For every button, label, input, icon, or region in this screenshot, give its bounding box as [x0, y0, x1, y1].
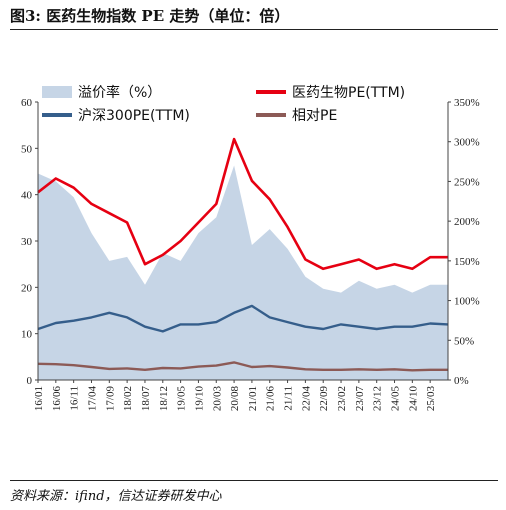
- y-left-tick-label: 0: [27, 375, 33, 387]
- legend-pharma-pe: 医药生物PE(TTM): [256, 82, 405, 102]
- legend-hs300-pe-swatch: [42, 113, 72, 117]
- x-tick-label: 21/01: [247, 386, 259, 411]
- legend-premium-swatch: [42, 86, 72, 98]
- figure-title: 图3: 医药生物指数 PE 走势（单位：倍）: [10, 2, 498, 30]
- x-tick-label: 17/09: [104, 386, 116, 412]
- legend-premium: 溢价率（%）: [42, 82, 161, 102]
- premium-area: [38, 165, 448, 380]
- x-tick-label: 21/06: [265, 386, 277, 412]
- x-tick-label: 23/12: [372, 386, 384, 411]
- x-tick-label: 25/03: [425, 386, 437, 412]
- y-right-tick-label: 0%: [454, 375, 469, 387]
- y-left-tick-label: 20: [21, 282, 33, 294]
- x-tick-label: 20/08: [229, 386, 241, 412]
- y-left-tick-label: 10: [21, 329, 33, 341]
- y-right-tick-label: 300%: [454, 137, 480, 149]
- legend-relative-pe-swatch: [256, 113, 286, 117]
- legend-relative-pe-label: 相对PE: [292, 108, 338, 124]
- x-tick-label: 16/01: [33, 386, 45, 411]
- y-right-tick-label: 200%: [454, 216, 480, 228]
- x-tick-label: 18/07: [140, 386, 152, 412]
- x-tick-label: 23/02: [336, 386, 348, 411]
- series-line-1: [37, 304, 449, 333]
- source-note: 资料来源：ifind，信达证券研发中心: [10, 480, 498, 504]
- y-left-tick-label: 50: [21, 143, 33, 155]
- legend-pharma-pe-swatch: [256, 90, 286, 94]
- legend-pharma-pe-label: 医药生物PE(TTM): [292, 85, 406, 101]
- x-tick-label: 18/12: [158, 386, 170, 411]
- y-left-tick-label: 40: [21, 190, 33, 202]
- pe-chart: 16/01 16/06 16/11 17/04 17/09 18/02 18/07 18/12…: [0, 72, 506, 467]
- x-tick-label: 16/11: [69, 386, 81, 411]
- chart-svg: 16/01 16/06 16/11 17/04 17/09 18/02 18/07 18/12…: [21, 97, 480, 412]
- legend-relative-pe: 相对PE: [256, 105, 337, 125]
- x-tick-label: 20/03: [211, 386, 223, 412]
- y-right-tick-label: 50%: [454, 335, 474, 347]
- x-tick-label: 18/02: [122, 386, 134, 411]
- x-tick-label: 22/04: [300, 386, 312, 412]
- x-tick-label: 19/10: [193, 386, 205, 412]
- x-tick-label: 21/11: [283, 386, 295, 411]
- y-right-tick-label: 350%: [454, 97, 480, 109]
- y-right-tick-label: 150%: [454, 256, 480, 268]
- x-tick-label: 23/07: [354, 386, 366, 412]
- y-left-tick-label: 30: [21, 236, 33, 248]
- x-tick-label: 24/10: [407, 386, 419, 412]
- x-tick-label: 24/05: [390, 386, 402, 412]
- legend-premium-label: 溢价率（%）: [78, 85, 162, 101]
- series-line-0: [37, 137, 448, 271]
- series-line-2: [37, 361, 448, 372]
- legend-hs300-pe-label: 沪深300PE(TTM): [78, 108, 190, 124]
- y-right-tick-label: 100%: [454, 296, 480, 308]
- x-tick-label: 17/04: [86, 386, 98, 412]
- legend-hs300-pe: 沪深300PE(TTM): [42, 105, 190, 125]
- x-tick-label: 19/05: [176, 386, 188, 412]
- x-tick-label: 22/09: [318, 386, 330, 412]
- y-left-tick-label: 60: [21, 97, 33, 109]
- x-tick-label: 16/06: [51, 386, 63, 412]
- y-right-tick-label: 250%: [454, 176, 480, 188]
